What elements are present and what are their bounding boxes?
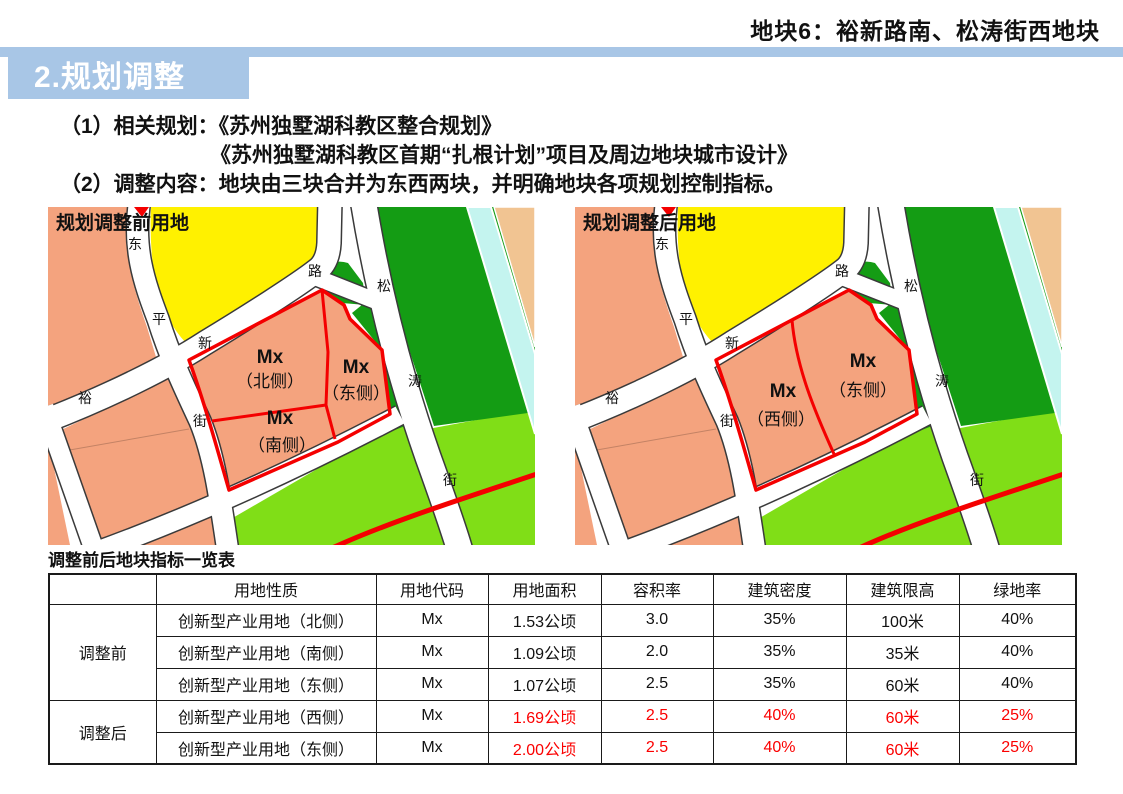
value-cell: 40%	[712, 699, 847, 733]
land-use-cell: 创新型产业用地（北侧）	[155, 603, 377, 637]
map-after: 规划调整后用地 Mx （西侧） Mx （东侧）	[575, 207, 1062, 545]
land-use-cell: 创新型产业用地（西侧）	[155, 699, 377, 733]
value-cell: Mx	[375, 699, 489, 733]
value-cell: Mx	[375, 731, 489, 765]
land-use-cell: 创新型产业用地（东侧）	[155, 667, 377, 701]
page-title: 地块6：裕新路南、松涛街西地块	[750, 18, 1100, 44]
parcel-label-west-side: （西侧）	[747, 410, 815, 429]
table-row: 创新型产业用地（南侧） Mx 1.09公顷 2.0 35% 35米 40%	[49, 635, 1077, 669]
parcel-labels-after: Mx （西侧） Mx （东侧）	[747, 351, 897, 429]
parcel-label-north-code: Mx	[257, 347, 284, 368]
header-land-use: 用地性质	[155, 573, 377, 605]
accent-bar	[0, 47, 1123, 57]
value-cell: 2.00公顷	[487, 731, 602, 765]
table-row: 创新型产业用地（东侧） Mx 2.00公顷 2.5 40% 60米 25%	[49, 731, 1077, 765]
value-cell: 35%	[712, 635, 847, 669]
map-before-svg: 东 平 街 裕 新 路 松 涛 街 规划调整前用地 Mx	[48, 207, 535, 545]
intro-line-2: 《苏州独墅湖科教区首期“扎根计划”项目及周边地块城市设计》	[210, 144, 798, 167]
group-cell: 调整前	[48, 603, 157, 701]
intro-line-3: （2）调整内容：地块由三块合并为东西两块，并明确地块各项规划控制指标。	[60, 173, 786, 196]
value-cell: 3.0	[600, 603, 714, 637]
value-cell: 1.69公顷	[487, 699, 602, 733]
value-cell: 25%	[958, 699, 1077, 733]
land-use-cell: 创新型产业用地（东侧）	[155, 731, 377, 765]
value-cell: 2.5	[600, 731, 714, 765]
header-land-area: 用地面积	[487, 573, 602, 605]
value-cell: 1.07公顷	[487, 667, 602, 701]
value-cell: 2.5	[600, 699, 714, 733]
table-row: 调整前 创新型产业用地（北侧） Mx 1.53公顷 3.0 35% 100米 40%	[48, 603, 1077, 701]
parcel-label-north-side: （北侧）	[236, 372, 304, 391]
table-caption: 调整前后地块指标一览表	[48, 551, 235, 570]
parcel-label-east-code: Mx	[343, 357, 370, 378]
value-cell: 2.5	[600, 667, 714, 701]
table-row: 调整后 创新型产业用地（西侧） Mx 1.69公顷 2.5 40% 60米 25%	[48, 699, 1077, 765]
map-before: 东 平 街 裕 新 路 松 涛 街 规划调整前用地 Mx	[48, 207, 535, 545]
parcel-labels-before: Mx （北侧） Mx （东侧） Mx （南侧）	[236, 347, 390, 455]
value-cell: 40%	[958, 603, 1077, 637]
group-cell: 调整后	[48, 699, 157, 765]
parcel-label-south-side: （南侧）	[248, 436, 316, 455]
value-cell: 25%	[958, 731, 1077, 765]
value-cell: Mx	[375, 603, 489, 637]
parcel-label-south-code: Mx	[267, 408, 294, 429]
value-cell: 60米	[845, 699, 960, 733]
value-cell: Mx	[375, 667, 489, 701]
parcel-divider-after	[790, 319, 836, 455]
parcel-label-east-side: （东侧）	[829, 381, 897, 400]
value-cell: 60米	[845, 731, 960, 765]
header-height-limit: 建筑限高	[845, 573, 960, 605]
value-cell: 1.53公顷	[487, 603, 602, 637]
header-building-density: 建筑密度	[712, 573, 847, 605]
header-land-code: 用地代码	[375, 573, 489, 605]
header-far: 容积率	[600, 573, 714, 605]
value-cell: 60米	[845, 667, 960, 701]
value-cell: 2.0	[600, 635, 714, 669]
value-cell: 100米	[845, 603, 960, 637]
table-header-row: 用地性质 用地代码 用地面积 容积率 建筑密度 建筑限高 绿地率	[48, 573, 1077, 605]
value-cell: 1.09公顷	[487, 635, 602, 669]
value-cell: 40%	[712, 731, 847, 765]
value-cell: 35%	[712, 667, 847, 701]
map-title-before: 规划调整前用地	[56, 211, 189, 234]
header-group	[48, 573, 157, 605]
land-use-cell: 创新型产业用地（南侧）	[155, 635, 377, 669]
map-title-after: 规划调整后用地	[583, 211, 716, 234]
value-cell: Mx	[375, 635, 489, 669]
indicator-table: 用地性质 用地代码 用地面积 容积率 建筑密度 建筑限高 绿地率 调整前 创新型产…	[48, 573, 1077, 765]
parcel-label-west-code: Mx	[770, 381, 797, 402]
section-badge: 2.规划调整	[8, 57, 249, 99]
parcel-label-east-code: Mx	[850, 351, 877, 372]
parcel-dividers-before	[211, 289, 337, 440]
parcel-label-east-side: （东侧）	[322, 384, 390, 403]
value-cell: 40%	[958, 667, 1077, 701]
table-row: 创新型产业用地（东侧） Mx 1.07公顷 2.5 35% 60米 40%	[49, 667, 1077, 701]
value-cell: 40%	[958, 635, 1077, 669]
value-cell: 35%	[712, 603, 847, 637]
header-green-ratio: 绿地率	[958, 573, 1077, 605]
map-after-svg: 规划调整后用地 Mx （西侧） Mx （东侧）	[575, 207, 1062, 545]
value-cell: 35米	[845, 635, 960, 669]
intro-text: （1）相关规划：《苏州独墅湖科教区整合规划》 《苏州独墅湖科教区首期“扎根计划”…	[60, 112, 798, 199]
intro-line-1: （1）相关规划：《苏州独墅湖科教区整合规划》	[60, 115, 503, 138]
